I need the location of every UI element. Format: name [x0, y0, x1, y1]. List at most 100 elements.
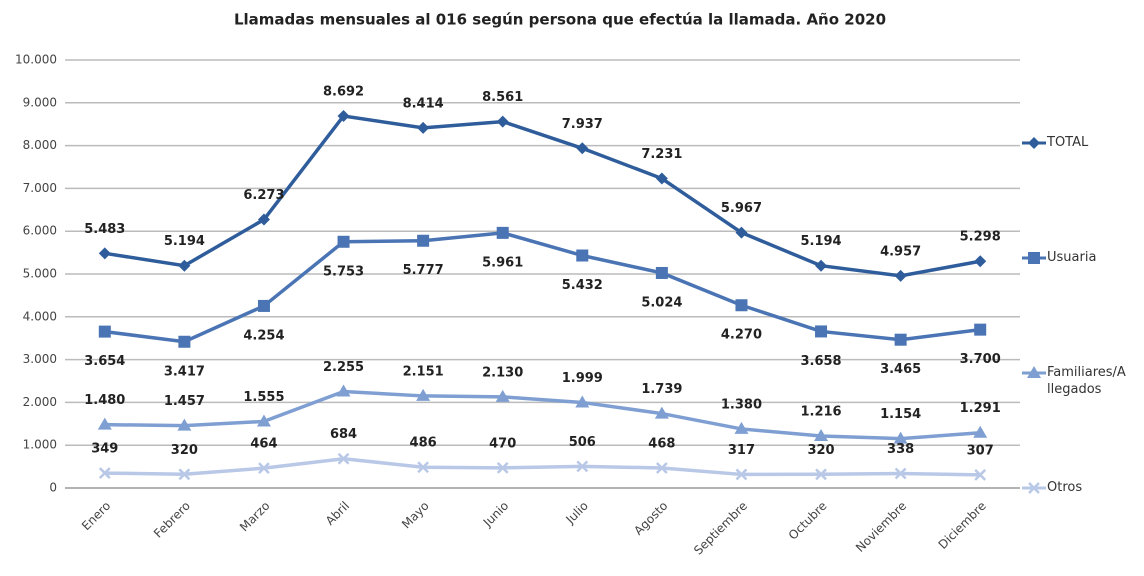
x-tick-label: Noviembre: [853, 499, 909, 555]
marker: [178, 468, 191, 481]
data-label: 5.777: [403, 263, 444, 278]
data-label: 5.194: [800, 234, 841, 249]
data-label: 4.957: [880, 244, 921, 259]
marker: [655, 462, 668, 474]
series-line: [104, 231, 981, 344]
data-label: 307: [967, 443, 994, 458]
marker: [894, 269, 907, 282]
data-label: 338: [887, 442, 914, 457]
marker: [258, 462, 270, 475]
data-label: 8.561: [482, 90, 523, 105]
marker: [973, 425, 988, 438]
data-label: 1.216: [800, 404, 841, 419]
data-label: 4.254: [243, 328, 284, 343]
data-label: 1.291: [960, 401, 1001, 416]
data-label: 3.700: [960, 352, 1001, 367]
marker: [974, 255, 987, 268]
series-line: [104, 389, 981, 441]
marker: [575, 395, 590, 408]
data-label: 7.937: [562, 117, 603, 132]
x-tick-label: Junio: [480, 499, 511, 530]
chart-title: Llamadas mensuales al 016 según persona …: [234, 11, 886, 29]
y-tick-label: 8.000: [23, 138, 57, 152]
data-label: 506: [569, 435, 596, 450]
marker: [893, 431, 908, 444]
data-label: 317: [728, 443, 755, 458]
data-label: 1.999: [562, 371, 603, 386]
data-label: 8.692: [323, 84, 364, 99]
y-tick-label: 0: [49, 481, 57, 495]
data-label: 5.298: [960, 230, 1001, 245]
marker: [495, 389, 510, 402]
marker: [576, 249, 589, 262]
data-label: 3.417: [164, 364, 205, 379]
data-label: 5.024: [641, 295, 682, 310]
x-tick-label: Marzo: [237, 499, 273, 535]
marker: [655, 172, 668, 185]
data-label: 3.658: [800, 354, 841, 369]
data-label: 2.255: [323, 360, 364, 375]
x-tick-label: Diciembre: [936, 499, 989, 552]
x-tick-label: Octubre: [786, 499, 830, 543]
marker: [815, 259, 828, 272]
marker: [655, 266, 668, 279]
data-label: 2.151: [403, 364, 444, 379]
marker: [417, 461, 430, 474]
x-tick-label: Enero: [79, 499, 113, 533]
data-label: 4.270: [721, 328, 762, 343]
y-tick-label: 10.000: [15, 53, 57, 67]
legend-label: Usuaria: [1047, 250, 1097, 265]
data-label: 470: [489, 436, 516, 451]
data-label: 5.753: [323, 264, 364, 279]
x-tick-label: Mayo: [399, 499, 432, 532]
marker: [257, 213, 270, 226]
data-label: 7.231: [641, 147, 682, 162]
data-label: 1.480: [84, 393, 125, 408]
marker: [257, 299, 270, 312]
data-label: 1.555: [243, 390, 284, 405]
marker: [576, 460, 589, 473]
data-label: 6.273: [243, 188, 284, 203]
marker: [97, 417, 112, 430]
data-label: 464: [250, 437, 277, 452]
x-tick-label: Abril: [323, 499, 352, 528]
data-label: 5.432: [562, 278, 603, 293]
marker: [417, 234, 430, 247]
x-tick-label: Septiembre: [691, 499, 750, 558]
data-label: 468: [648, 436, 675, 451]
legend-label: Familiares/Allegados: [1047, 365, 1126, 397]
marker: [336, 384, 351, 397]
marker: [98, 325, 111, 338]
marker: [496, 115, 509, 128]
data-label: 1.380: [721, 397, 762, 412]
data-label: 8.414: [403, 96, 444, 111]
y-tick-label: 1.000: [23, 438, 57, 452]
y-tick-label: 7.000: [23, 181, 57, 195]
y-tick-label: 6.000: [23, 224, 57, 238]
marker: [815, 325, 828, 338]
marker: [337, 452, 350, 465]
marker: [974, 468, 987, 481]
data-label: 349: [91, 442, 118, 457]
y-tick-label: 2.000: [23, 395, 57, 409]
data-label: 2.130: [482, 365, 523, 380]
marker: [256, 414, 271, 427]
marker: [735, 226, 748, 239]
data-label: 3.465: [880, 362, 921, 377]
marker: [337, 235, 350, 248]
marker: [815, 468, 827, 481]
data-label: 684: [330, 427, 357, 442]
marker: [98, 247, 111, 260]
marker: [1027, 366, 1041, 378]
data-label: 5.483: [84, 222, 125, 237]
series-line: [104, 114, 981, 278]
marker: [814, 428, 829, 441]
data-label: 3.654: [84, 354, 125, 369]
marker: [734, 421, 749, 434]
data-label: 320: [171, 443, 198, 458]
marker: [974, 323, 987, 336]
marker: [178, 259, 191, 272]
marker: [735, 299, 748, 312]
